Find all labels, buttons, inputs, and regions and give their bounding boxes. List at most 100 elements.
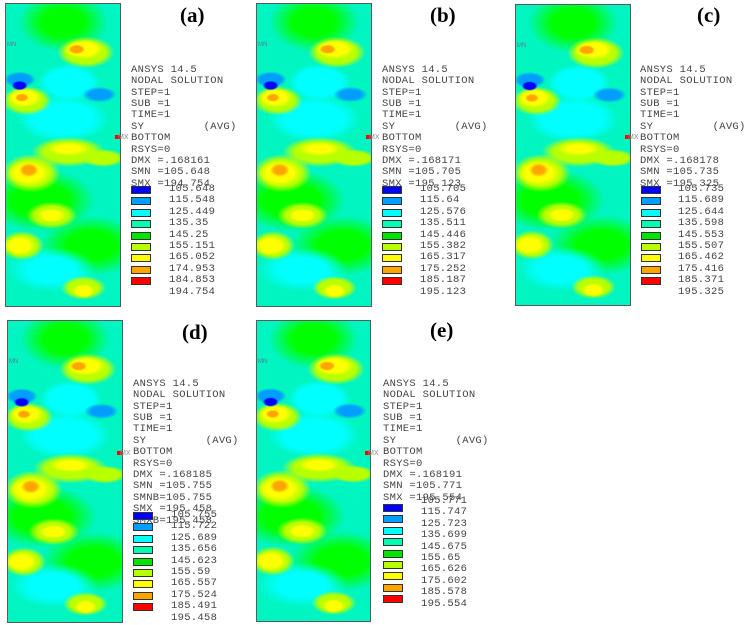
info-block: ANSYS 14.5 NODAL SOLUTION STEP=1 SUB =1 TIME… (131, 42, 237, 213)
legend-value: 125.576 (420, 205, 467, 218)
legend-swatch (383, 515, 403, 524)
min-marker: MN (9, 358, 19, 365)
info-line: DMX =.168191 (383, 469, 463, 482)
info-block: ANSYS 14.5 NODAL SOLUTION STEP=1 SUB =1 TIME… (640, 42, 745, 213)
info-line: SY (AVG) (640, 120, 745, 133)
legend-swatch (133, 569, 153, 577)
legend-swatch (383, 595, 403, 604)
contour-plot-c: MN (515, 4, 631, 306)
legend-value: 155.65 (421, 551, 461, 564)
legend-value: 175.252 (420, 262, 467, 275)
info-line: SY (AVG) (382, 120, 488, 133)
legend-swatch (383, 526, 403, 535)
min-marker: MN (517, 42, 527, 49)
info-line: SY (AVG) (131, 120, 237, 133)
legend-value: 105.771 (421, 495, 468, 507)
contour-plot-d: MN (7, 320, 123, 623)
min-marker: MN (258, 41, 268, 48)
legend-value: 105.735 (678, 183, 725, 195)
legend-swatch (641, 197, 661, 206)
info-line: SUB =1 (640, 98, 680, 111)
info-line: TIME=1 (131, 109, 171, 122)
legend-value: 165.626 (421, 563, 468, 576)
info-block: ANSYS 14.5 NODAL SOLUTION STEP=1 SUB =1 TIME… (133, 356, 239, 550)
legend-swatch (131, 243, 151, 251)
legend-value: 155.59 (171, 565, 211, 578)
max-marker (625, 134, 630, 139)
legend-value: 105.648 (169, 183, 216, 195)
max-marker-label: MX (118, 134, 129, 141)
panel-title: (c) (697, 3, 721, 27)
legend-swatch (383, 572, 403, 581)
legend-value: 194.754 (169, 285, 216, 298)
legend-value: 175.524 (171, 588, 218, 601)
legend-swatch (641, 186, 661, 194)
info-line: TIME=1 (133, 423, 173, 436)
info-line: SMXB=195.458 (133, 514, 213, 527)
info-line: NODAL SOLUTION (383, 389, 476, 402)
legend-value: 115.722 (171, 520, 218, 533)
legend-swatch (641, 243, 661, 251)
legend-swatch (382, 243, 402, 251)
panel-title: (b) (430, 3, 456, 27)
info-line: RSYS=0 (133, 457, 173, 470)
info-line: STEP=1 (640, 86, 680, 99)
info-line: STEP=1 (383, 400, 423, 413)
legend-swatch (641, 220, 661, 229)
info-line: SY (AVG) (133, 434, 239, 447)
legend-swatch (641, 208, 661, 217)
info-line: RSYS=0 (383, 457, 423, 470)
info-line: DMX =.168185 (133, 469, 213, 482)
legend-value: 155.151 (169, 239, 216, 252)
legend-swatch (133, 534, 153, 543)
legend-value: 184.853 (169, 274, 216, 287)
info-line: SMN =105.755 (133, 480, 213, 493)
max-marker (365, 450, 370, 455)
legend-value: 165.317 (420, 251, 467, 264)
legend-value: 175.416 (678, 262, 725, 275)
info-line: TIME=1 (382, 109, 422, 122)
legend-value: 145.25 (169, 228, 209, 241)
info-line: RSYS=0 (382, 143, 422, 156)
max-marker-label: MX (369, 134, 380, 141)
legend-value: 125.689 (171, 531, 218, 544)
legend-value: 135.511 (420, 217, 467, 230)
legend-value: 125.644 (678, 205, 725, 218)
info-line: SMN =105.771 (383, 480, 463, 493)
legend-value: 115.689 (678, 194, 725, 207)
legend-swatch (133, 512, 153, 520)
legend-swatch (131, 277, 151, 286)
legend-value: 145.553 (678, 228, 725, 241)
legend-value: 165.557 (171, 577, 218, 590)
info-line: BOTTOM (383, 446, 423, 459)
legend-swatch (383, 504, 403, 512)
info-line: BOTTOM (133, 446, 173, 459)
info-line: ANSYS 14.5 (640, 63, 707, 76)
legend-swatch (382, 186, 402, 194)
legend-value: 135.598 (678, 217, 725, 230)
info-line: BOTTOM (640, 132, 680, 145)
legend-swatch (383, 561, 403, 569)
info-line: NODAL SOLUTION (133, 389, 226, 402)
legend-swatch (133, 523, 153, 532)
min-marker: MN (7, 41, 17, 48)
legend-value: 165.462 (678, 251, 725, 264)
info-line: SUB =1 (133, 412, 173, 425)
info-line: SMNB=105.755 (133, 491, 213, 504)
max-marker (366, 134, 371, 139)
info-line: BOTTOM (131, 132, 171, 145)
legend-value: 115.747 (421, 506, 468, 519)
info-line: SMX =195.123 (382, 177, 462, 190)
info-line: SY (AVG) (383, 434, 489, 447)
legend-swatch (382, 208, 402, 217)
info-line: DMX =.168161 (131, 155, 211, 168)
max-marker (117, 451, 122, 456)
legend-value: 185.491 (171, 600, 218, 613)
legend-value: 155.382 (420, 239, 467, 252)
info-line: ANSYS 14.5 (133, 377, 200, 390)
legend-value: 185.371 (678, 274, 725, 287)
legend-value: 145.675 (421, 540, 468, 553)
info-line: RSYS=0 (131, 143, 171, 156)
legend-swatch (131, 220, 151, 229)
legend-value: 115.548 (169, 194, 216, 207)
